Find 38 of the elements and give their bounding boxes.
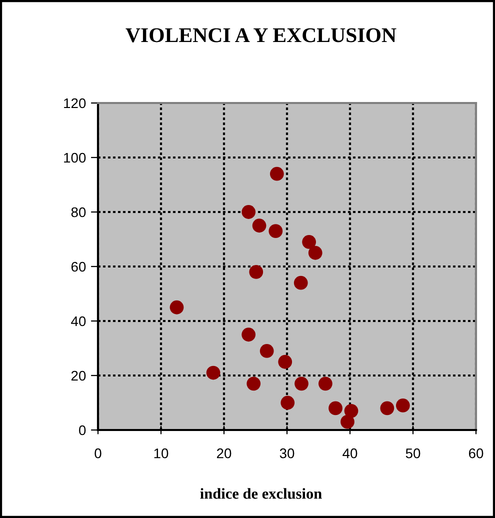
point (318, 376, 332, 391)
y-tick-label: 120 (64, 98, 86, 108)
point (246, 376, 261, 391)
point (380, 401, 394, 416)
point (340, 414, 354, 429)
point (270, 166, 284, 181)
point (280, 396, 295, 410)
point (249, 265, 264, 279)
y-tick-label: 100 (64, 152, 86, 163)
y-tick-label: 0 (79, 425, 86, 436)
point (252, 218, 266, 233)
point (302, 235, 316, 249)
point (260, 344, 274, 358)
point (242, 328, 256, 342)
point (294, 276, 308, 290)
point (396, 398, 410, 412)
x-tick-label: 30 (280, 448, 294, 458)
point (308, 246, 322, 260)
point (268, 224, 283, 238)
point (278, 354, 292, 369)
point (170, 300, 184, 314)
x-tick-label: 50 (406, 448, 420, 458)
x-tick-label: 60 (468, 448, 484, 458)
y-tick-label: 40 (71, 316, 86, 326)
x-axis-title: indice de exclusion (200, 488, 322, 499)
y-tick-label: 60 (71, 262, 86, 272)
point (294, 376, 308, 391)
x-tick-label: 40 (342, 448, 358, 458)
point (344, 404, 358, 418)
y-tick-label: 20 (71, 370, 86, 381)
point (328, 401, 342, 416)
point (206, 366, 220, 380)
x-tick-label: 10 (154, 448, 168, 458)
x-tick-label: 0 (94, 448, 102, 458)
y-tick-label: 80 (71, 207, 86, 218)
chart-title: VIOLENCI A Y EXCLUSION (126, 28, 396, 42)
point (242, 205, 256, 219)
x-tick-label: 20 (216, 448, 232, 458)
